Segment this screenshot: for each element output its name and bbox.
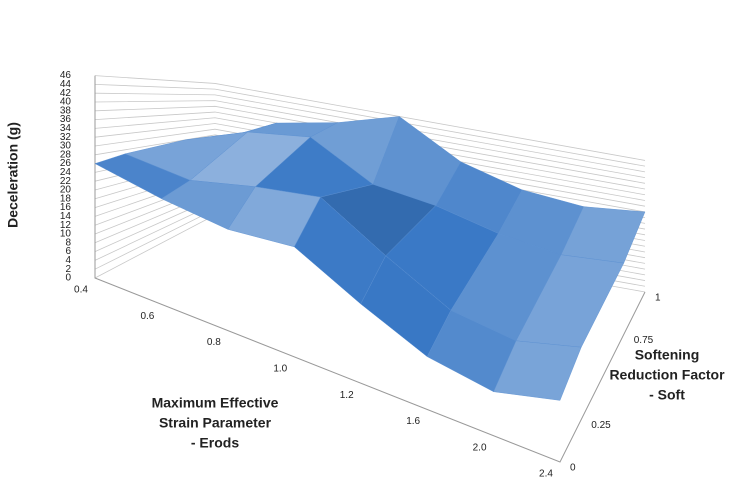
y-tick-label: 1 bbox=[655, 293, 661, 304]
z-tick-label: 10 bbox=[60, 229, 72, 240]
z-tick-label: 16 bbox=[60, 202, 72, 213]
grid-line bbox=[94, 105, 646, 184]
grid-line bbox=[94, 111, 646, 190]
z-tick-label: 0 bbox=[65, 273, 71, 284]
z-tick-label: 20 bbox=[60, 185, 72, 196]
z-tick-label: 34 bbox=[60, 123, 72, 134]
grid-line bbox=[94, 84, 646, 167]
z-tick-label: 18 bbox=[60, 193, 72, 204]
grid-line bbox=[94, 92, 646, 173]
y-axis-title: - Soft bbox=[649, 387, 685, 403]
z-tick-label: 22 bbox=[60, 176, 72, 187]
z-tick-label: 38 bbox=[60, 105, 72, 116]
z-tick-label: 28 bbox=[60, 149, 72, 160]
z-tick-label: 2 bbox=[65, 264, 71, 275]
z-tick-label: 24 bbox=[60, 167, 72, 178]
x-axis-title: Maximum Effective bbox=[152, 395, 279, 411]
z-tick-label: 26 bbox=[60, 158, 72, 169]
x-tick-label: 2.4 bbox=[539, 469, 553, 480]
z-axis-title: Deceleration (g) bbox=[5, 122, 21, 228]
z-tick-label: 44 bbox=[60, 79, 72, 90]
x-tick-label: 1.6 bbox=[406, 416, 420, 427]
z-tick-label: 36 bbox=[60, 114, 72, 125]
x-tick-label: 1.2 bbox=[340, 390, 354, 401]
x-axis-title: Strain Parameter bbox=[159, 415, 272, 431]
x-tick-label: 0.6 bbox=[140, 311, 154, 322]
surface-facet bbox=[493, 340, 582, 401]
grid-line bbox=[94, 117, 646, 196]
z-tick-label: 8 bbox=[65, 237, 71, 248]
x-tick-label: 2.0 bbox=[473, 442, 487, 453]
axis-line bbox=[94, 75, 646, 463]
z-tick-label: 46 bbox=[60, 70, 72, 81]
grid-line bbox=[94, 100, 646, 178]
x-axis-title: - Erods bbox=[191, 435, 239, 451]
z-tick-label: 30 bbox=[60, 141, 72, 152]
z-tick-label: 42 bbox=[60, 88, 72, 99]
z-tick-label: 4 bbox=[65, 255, 71, 266]
x-tick-label: 0.4 bbox=[74, 285, 88, 296]
y-tick-label: 0.25 bbox=[591, 420, 611, 431]
y-axis-title: Softening bbox=[635, 347, 700, 363]
y-tick-label: 0 bbox=[570, 463, 576, 474]
x-tick-label: 0.8 bbox=[207, 337, 221, 348]
x-tick-label: 1.0 bbox=[273, 363, 287, 374]
z-tick-label: 6 bbox=[65, 246, 71, 257]
grid-line bbox=[94, 75, 646, 161]
grid-line bbox=[94, 123, 646, 201]
z-tick-label: 32 bbox=[60, 132, 72, 143]
z-tick-label: 14 bbox=[60, 211, 72, 222]
y-axis-title: Reduction Factor bbox=[609, 367, 725, 383]
z-tick-label: 12 bbox=[60, 220, 72, 231]
z-tick-label: 40 bbox=[60, 97, 72, 108]
y-tick-label: 0.75 bbox=[634, 335, 654, 346]
